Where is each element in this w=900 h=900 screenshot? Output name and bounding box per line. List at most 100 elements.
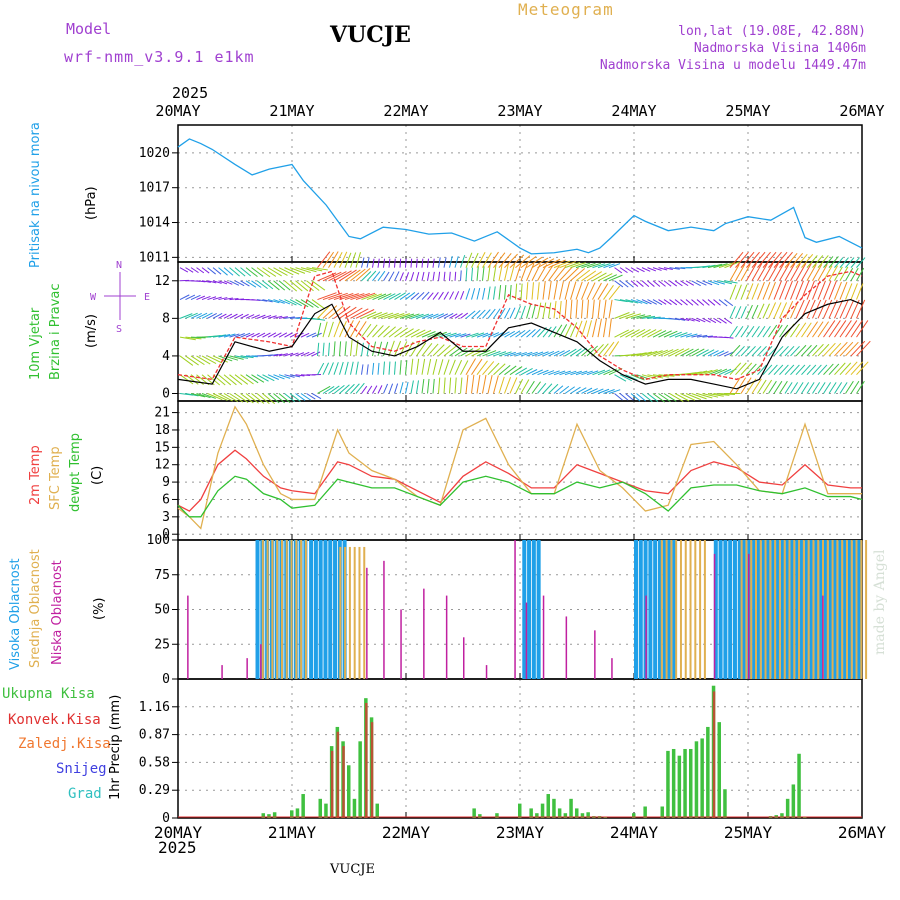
wind-arrow [405, 258, 407, 268]
wind-arrow [652, 299, 663, 306]
wind-arrow [388, 313, 405, 319]
low-cloud-bar [246, 658, 248, 679]
wind-arrow [427, 358, 432, 375]
wind-arrow [449, 333, 461, 338]
x-tick-label-top: 21MAY [269, 102, 314, 120]
wind-arrow [366, 293, 383, 301]
wind-arrow [630, 352, 647, 357]
wind-arrow [773, 251, 788, 268]
wind-arrow [427, 343, 439, 357]
wind-arrow [817, 264, 828, 282]
precip-total-bar [272, 812, 277, 818]
mid-cloud-bar [812, 540, 815, 679]
wind-arrow [383, 293, 396, 301]
wind-arrow [394, 340, 402, 357]
wind-arrow [707, 263, 723, 269]
wind-arrow [240, 267, 252, 277]
wind-arrow [757, 364, 767, 376]
wind-arrow [729, 284, 737, 300]
wind-arrow [218, 280, 228, 285]
precip-total-bar [478, 814, 482, 818]
high-cloud-bar [713, 540, 718, 679]
wind-arrow [333, 341, 336, 356]
wind-arrow [806, 344, 818, 357]
mid-cloud-bar [841, 540, 844, 679]
wind-arrow [410, 329, 426, 338]
wind-arrow [845, 283, 853, 300]
wind-arrow [179, 313, 193, 319]
wind-arrow [388, 271, 395, 282]
wind-arrow [350, 308, 369, 319]
wind-arrow [251, 280, 262, 288]
wind-arrow [757, 281, 765, 300]
wind-arrow [372, 341, 377, 357]
wind-arrow [443, 291, 449, 300]
wind-arrow [421, 358, 426, 375]
wind-arrow [278, 353, 288, 357]
wind-arrow [531, 351, 544, 357]
wind-arrow [465, 358, 476, 375]
wind-arrow [784, 364, 795, 376]
wind-arrow [399, 272, 404, 281]
wind-arrow [845, 341, 859, 357]
x-tick-label-bottom: 20MAY [154, 823, 203, 842]
wind-arrow [421, 343, 433, 357]
wind-arrow [201, 393, 216, 399]
wind-arrow [311, 351, 321, 357]
wind-arrow [207, 313, 217, 319]
mid-cloud-bar [817, 540, 820, 679]
wind-arrow [812, 364, 822, 376]
wind-arrow [652, 393, 666, 403]
precip-total-bar [261, 813, 265, 818]
wind-arrow [493, 363, 506, 376]
wind-arrow [300, 299, 314, 308]
wind-arrow [575, 262, 591, 269]
wind-arrow [399, 258, 402, 268]
wind-arrow [438, 332, 452, 338]
wind-arrow [790, 382, 799, 394]
wind-arrow [289, 374, 301, 378]
high-cloud-bar [255, 540, 260, 679]
wind-arrow [504, 307, 511, 319]
mid-cloud-bar [699, 540, 702, 679]
mid-cloud-bar [694, 540, 697, 679]
wind-arrow [218, 297, 228, 301]
wind-arrow [691, 280, 701, 287]
wind-arrow [603, 299, 607, 319]
wind-arrow [691, 299, 699, 306]
precip-total-bar [301, 794, 305, 818]
wind-arrow [471, 288, 476, 300]
wind-gust-line [177, 270, 863, 381]
mid-cloud-bar [261, 540, 264, 679]
wind-arrow [454, 347, 468, 357]
wind-arrow [735, 325, 744, 338]
wind-arrow [630, 299, 643, 304]
wind-arrow [482, 266, 485, 281]
wind-arrow [553, 370, 566, 376]
precip-total-bar [324, 803, 328, 818]
wind-arrow [630, 393, 641, 402]
high-cloud-bar [522, 540, 527, 679]
wind-arrow [388, 340, 395, 357]
wind-arrow [245, 374, 259, 384]
precip-total-bar [540, 803, 545, 818]
wind-arrow [812, 255, 824, 268]
wind-arrow [482, 309, 491, 319]
wind-arrow [537, 382, 547, 394]
wind-arrow [471, 310, 481, 319]
wind-arrow [179, 294, 190, 301]
wind-arrow [740, 377, 752, 394]
wind-arrow [223, 313, 233, 319]
wind-arrow [509, 366, 523, 376]
wind-arrow [839, 320, 852, 338]
wind-arrow [817, 299, 827, 319]
wind-arrow [542, 326, 552, 338]
mid-cloud-bar [290, 540, 293, 679]
wind-arrow [812, 321, 824, 338]
low-cloud-bar [383, 560, 385, 679]
wind-arrow [619, 393, 629, 401]
wind-arrow [790, 345, 800, 357]
wind-arrow [806, 321, 819, 338]
wind-arrow [608, 367, 623, 376]
wind-arrow [388, 326, 402, 338]
